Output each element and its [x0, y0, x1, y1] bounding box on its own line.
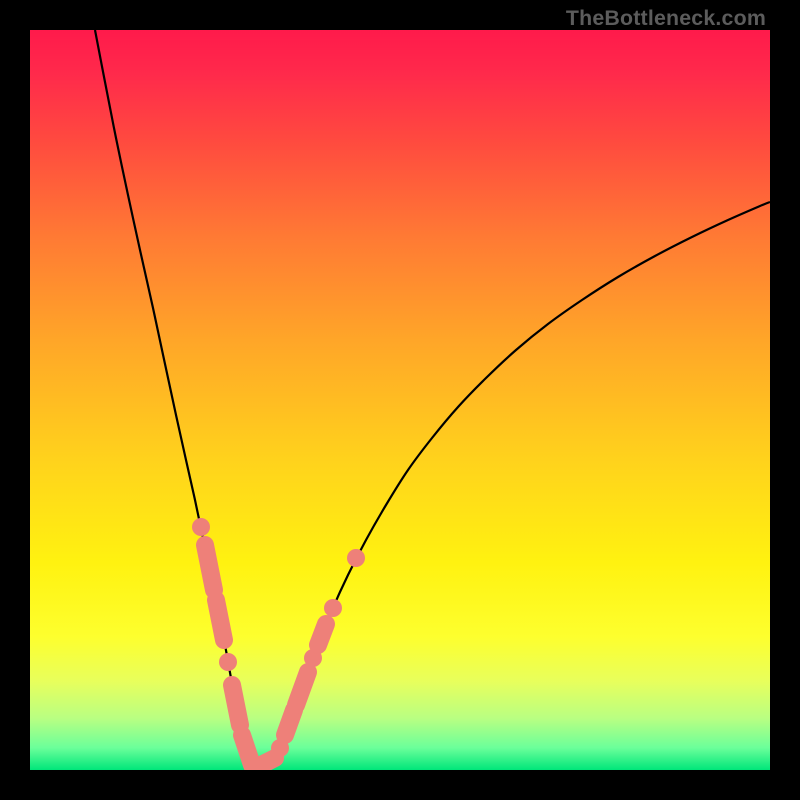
marker-pill — [255, 758, 275, 768]
chart-frame: TheBottleneck.com — [0, 0, 800, 800]
curve-right — [260, 202, 770, 770]
marker-pill — [216, 600, 224, 640]
marker-pill — [232, 685, 240, 725]
marker-dot — [192, 518, 210, 536]
marker-dot — [219, 653, 237, 671]
marker-dot — [347, 549, 365, 567]
marker-pill — [205, 545, 214, 590]
watermark-text: TheBottleneck.com — [566, 6, 766, 31]
marker-pill — [296, 672, 308, 705]
marker-pill — [285, 710, 294, 735]
curve-layer — [30, 30, 770, 770]
marker-pill — [318, 624, 326, 645]
marker-dot — [324, 599, 342, 617]
plot-area — [30, 30, 770, 770]
data-markers — [192, 518, 365, 768]
